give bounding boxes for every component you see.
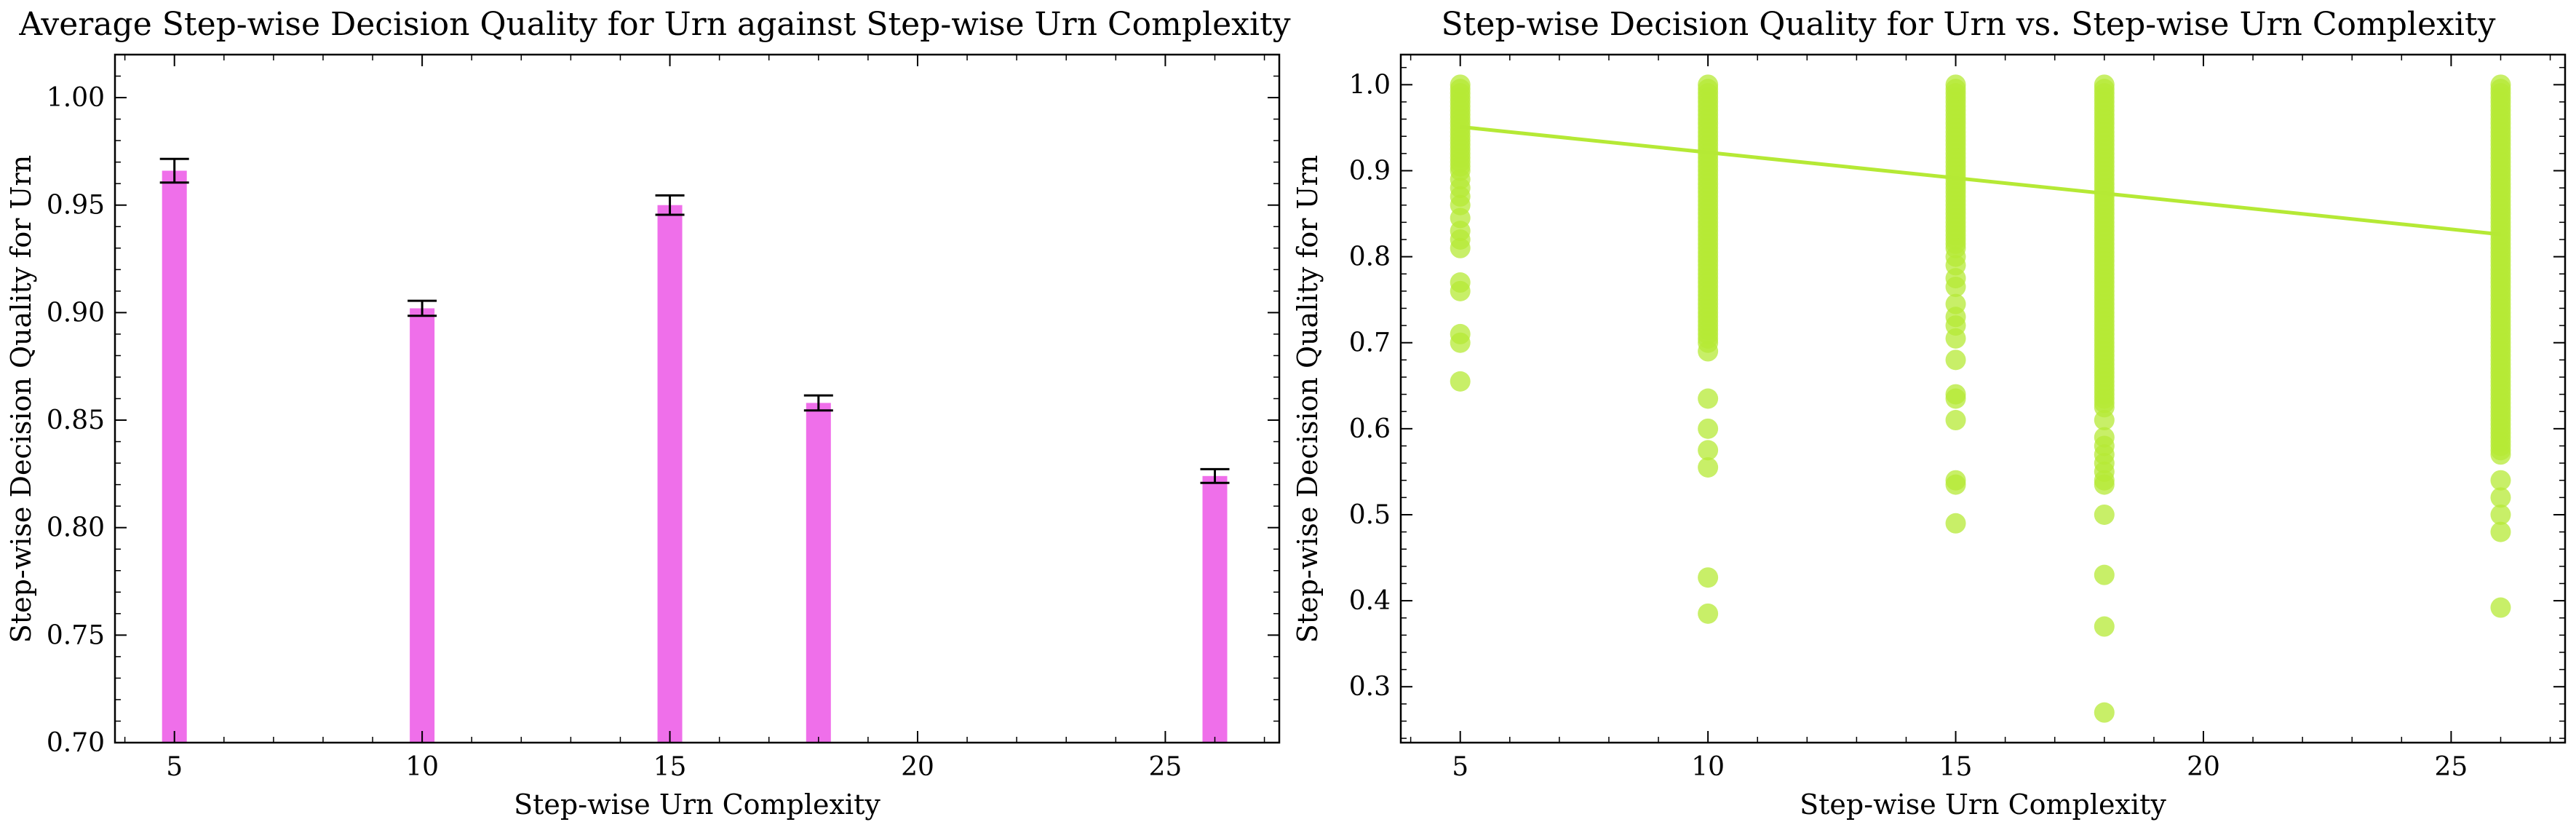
bar-chart-xtick-label: 20 (901, 752, 934, 782)
scatter-point (1698, 388, 1719, 409)
bar-chart-xtick-label: 10 (405, 752, 439, 782)
scatter-chart-xtick-label: 20 (2187, 752, 2220, 782)
bar-chart-frame (114, 53, 1281, 744)
scatter-chart-ytick-label: 0.6 (1349, 414, 1391, 444)
bar (162, 170, 187, 743)
bar (657, 205, 683, 743)
scatter-point (2490, 444, 2511, 465)
scatter-point (1945, 410, 1966, 431)
scatter-point (2094, 410, 2115, 431)
bar-chart-ytick-label: 0.95 (47, 191, 105, 221)
bar-chart-ylabel: Step-wise Decision Quality for Urn (5, 155, 37, 643)
scatter-chart-panel: Step-wise Decision Quality for Urn vs. S… (1292, 6, 2567, 821)
scatter-point (1698, 341, 1719, 362)
scatter-chart-xtick-label: 10 (1691, 752, 1725, 782)
bar-chart-xtick-label: 25 (1148, 752, 1182, 782)
scatter-point (1945, 513, 1966, 534)
bar-chart-ytick-label: 0.75 (47, 620, 105, 650)
bar-chart-xlabel: Step-wise Urn Complexity (514, 788, 880, 821)
scatter-point (2094, 702, 2115, 723)
scatter-point (1698, 457, 1719, 478)
scatter-point (2490, 521, 2511, 542)
scatter-chart-ytick-label: 0.3 (1349, 672, 1391, 702)
bar-chart-ytick-label: 0.90 (47, 298, 105, 328)
scatter-point (2490, 487, 2511, 508)
scatter-point (1698, 603, 1719, 624)
scatter-point (2094, 616, 2115, 637)
scatter-point (2490, 470, 2511, 491)
scatter-chart-ytick-label: 0.9 (1349, 156, 1391, 186)
scatter-point (2490, 504, 2511, 525)
bar (806, 403, 831, 743)
scatter-chart-xtick-label: 25 (2434, 752, 2468, 782)
scatter-point (1450, 371, 1471, 392)
scatter-chart-ytick-label: 0.8 (1349, 242, 1391, 272)
scatter-chart-plot-area (1450, 74, 2511, 723)
bar-chart-ytick-label: 1.00 (47, 83, 105, 113)
scatter-chart-ytick-label: 0.7 (1349, 328, 1391, 358)
bar-chart-ytick-label: 0.85 (47, 406, 105, 435)
scatter-chart-ytick-label: 0.4 (1349, 586, 1391, 616)
scatter-chart-xtick-label: 5 (1452, 752, 1468, 782)
scatter-chart-ticks: 5 10 15 20 25 0.3 0.4 0.5 0.6 0.7 0.8 0.9 1.0 (1349, 55, 2565, 782)
scatter-chart-frame (1399, 53, 2567, 744)
bar-chart-panel: Average Step-wise Decision Quality for U… (5, 6, 1291, 821)
scatter-chart-ylabel: Step-wise Decision Quality for Urn (1292, 155, 1324, 643)
bar-chart-ticks: 5 10 15 20 25 0.70 0.75 0.80 0.85 0.90 0.95 1.00 (47, 54, 1279, 782)
scatter-point (1698, 418, 1719, 439)
scatter-chart-title: Step-wise Decision Quality for Urn vs. S… (1442, 6, 2496, 43)
scatter-point (2490, 597, 2511, 618)
scatter-point (1450, 237, 1471, 258)
scatter-point (1945, 328, 1966, 349)
scatter-point (1945, 276, 1966, 297)
scatter-point (2094, 564, 2115, 585)
scatter-chart-ytick-label: 0.5 (1349, 500, 1391, 530)
bar (410, 308, 435, 743)
scatter-point (2094, 504, 2115, 525)
scatter-point (1945, 474, 1966, 495)
scatter-point (1698, 440, 1719, 461)
scatter-chart-xtick-label: 15 (1939, 752, 1973, 782)
bar-chart-plot-area (159, 157, 1230, 743)
bar-chart-xtick-label: 15 (653, 752, 687, 782)
bar-chart-xtick-label: 5 (166, 752, 183, 782)
bar-chart-ytick-label: 0.80 (47, 513, 105, 543)
bar-chart-title: Average Step-wise Decision Quality for U… (18, 6, 1290, 43)
scatter-point (1945, 388, 1966, 409)
scatter-point (1450, 332, 1471, 353)
bar (1202, 475, 1228, 743)
scatter-point (1698, 567, 1719, 588)
scatter-point (2094, 474, 2115, 495)
scatter-chart-ytick-label: 1.0 (1349, 70, 1391, 100)
scatter-chart-xlabel: Step-wise Urn Complexity (1800, 788, 2166, 821)
trend-line (1460, 125, 2501, 237)
scatter-point (1945, 349, 1966, 371)
scatter-point (1450, 280, 1471, 301)
bar-chart-ytick-label: 0.70 (47, 728, 105, 758)
